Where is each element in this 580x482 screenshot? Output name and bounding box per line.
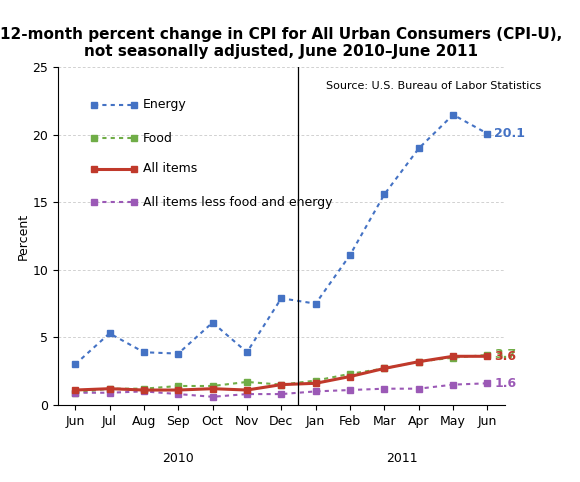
Text: All items: All items xyxy=(143,162,197,175)
Text: Food: Food xyxy=(143,132,173,145)
Text: 1.6: 1.6 xyxy=(494,377,516,390)
Title: 12-month percent change in CPI for All Urban Consumers (CPI-U),
not seasonally a: 12-month percent change in CPI for All U… xyxy=(0,27,563,59)
Text: 20.1: 20.1 xyxy=(494,127,525,140)
Text: Source: U.S. Bureau of Labor Statistics: Source: U.S. Bureau of Labor Statistics xyxy=(326,81,541,91)
Text: 2010: 2010 xyxy=(162,452,194,465)
Y-axis label: Percent: Percent xyxy=(17,213,30,260)
Text: All items less food and energy: All items less food and energy xyxy=(143,196,332,209)
Text: 3.7: 3.7 xyxy=(494,348,516,362)
Text: 2011: 2011 xyxy=(386,452,418,465)
Text: 3.6: 3.6 xyxy=(494,350,516,363)
Text: Energy: Energy xyxy=(143,98,187,111)
